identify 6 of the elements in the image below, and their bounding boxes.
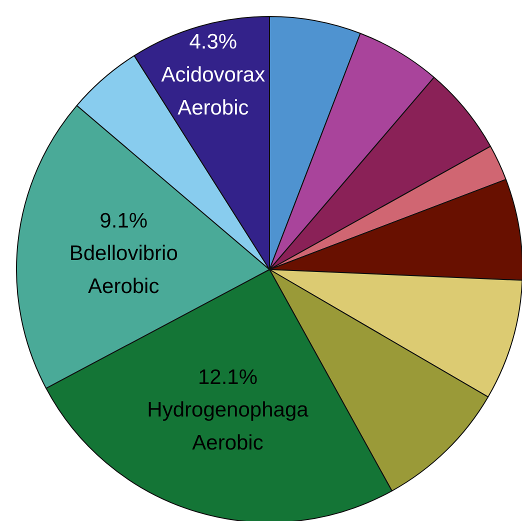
data-label: 9.1% xyxy=(100,209,148,232)
data-label: 12.1% xyxy=(198,366,258,389)
slice-label: Hydrogenophaga Aerobic xyxy=(147,398,309,455)
slice-label: Bdellovibrio Aerobic xyxy=(69,242,178,298)
data-label: 4.3% xyxy=(189,30,238,54)
slice-label: Acidovorax Aerobic xyxy=(161,64,266,120)
